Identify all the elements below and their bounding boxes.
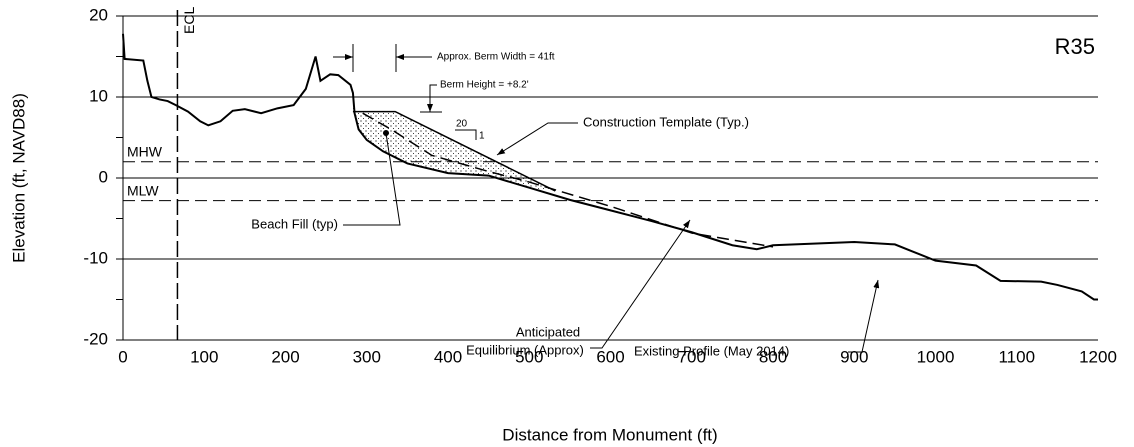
leader — [343, 132, 401, 226]
slope-run: 20 — [456, 119, 468, 130]
x-tick-label: 800 — [759, 347, 787, 366]
arrow — [427, 84, 437, 112]
x-tick-label: 200 — [271, 347, 299, 366]
equilibrium-label: Anticipated — [516, 324, 580, 339]
x-tick-label: 100 — [190, 347, 218, 366]
x-tick-label: 1000 — [917, 347, 955, 366]
ecl-label: ECL — [181, 7, 197, 34]
y-tick-label: -20 — [83, 329, 108, 348]
x-tick-label: 0 — [118, 347, 127, 366]
equilibrium-label: Equilibrium (Approx) — [466, 342, 584, 357]
y-tick-label: 20 — [89, 5, 108, 24]
profile-line — [352, 110, 556, 192]
x-tick-label: 500 — [515, 347, 543, 366]
berm-height-label: Berm Height = +8.2' — [440, 80, 529, 91]
x-tick-label: 1200 — [1079, 347, 1117, 366]
existing-label: Existing Profile (May 2014) — [634, 343, 789, 358]
reference-label: MHW — [127, 144, 163, 160]
fill-label: Beach Fill (typ) — [251, 216, 338, 231]
x-tick-label: 300 — [353, 347, 381, 366]
x-tick-label: 700 — [678, 347, 706, 366]
profile-line — [362, 112, 774, 248]
x-axis-label: Distance from Monument (ft) — [502, 425, 717, 444]
template-label: Construction Template (Typ.) — [583, 114, 749, 129]
reference-label: MLW — [127, 182, 159, 198]
y-tick-label: 10 — [89, 86, 108, 105]
y-tick-label: -10 — [83, 248, 108, 267]
slope-rise: 1 — [479, 131, 485, 142]
x-tick-label: 400 — [434, 347, 462, 366]
x-tick-label: 600 — [596, 347, 624, 366]
profile-line — [122, 33, 1098, 301]
slope-symbol — [455, 129, 477, 140]
y-tick-label: 0 — [99, 167, 108, 186]
x-tick-label: 900 — [840, 347, 868, 366]
y-axis-label: Elevation (ft, NAVD88) — [9, 93, 28, 263]
berm-width-label: Approx. Berm Width = 41ft — [437, 52, 555, 63]
x-tick-label: 1100 — [998, 347, 1035, 366]
leader — [848, 279, 880, 353]
leader — [496, 122, 578, 156]
station-label: R35 — [1055, 34, 1095, 59]
leader — [590, 219, 691, 349]
